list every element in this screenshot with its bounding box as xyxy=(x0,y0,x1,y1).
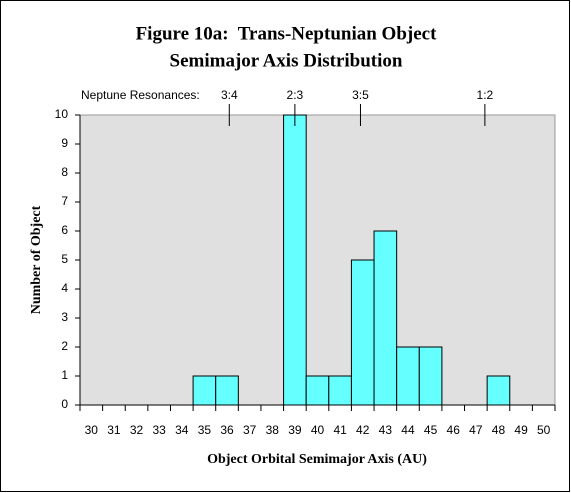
bar xyxy=(192,375,217,406)
y-tick-label: 4 xyxy=(61,281,68,295)
bar xyxy=(373,230,398,406)
resonance-label: 1:2 xyxy=(477,88,494,102)
resonance-label: 3:5 xyxy=(352,88,369,102)
x-tick-label: 42 xyxy=(356,423,370,437)
x-tick-label: 33 xyxy=(152,423,166,437)
bar xyxy=(283,114,307,406)
y-tick-label: 2 xyxy=(61,339,68,353)
x-tick-label: 46 xyxy=(447,423,461,437)
bar xyxy=(328,375,352,406)
x-tick-label: 30 xyxy=(85,423,99,437)
y-tick-label: 5 xyxy=(61,252,68,266)
x-tick-label: 32 xyxy=(130,423,144,437)
x-tick-label: 48 xyxy=(492,423,506,437)
y-tick-label: 8 xyxy=(61,165,68,179)
bar xyxy=(350,259,375,406)
x-tick-label: 36 xyxy=(220,423,234,437)
x-tick-label: 44 xyxy=(401,423,415,437)
x-tick-label: 41 xyxy=(333,423,347,437)
bar xyxy=(305,375,330,406)
y-tick-label: 6 xyxy=(61,223,68,237)
x-tick-label: 50 xyxy=(537,423,551,437)
chart-title: Semimajor Axis Distribution xyxy=(170,50,403,71)
x-tick-label: 35 xyxy=(198,423,212,437)
x-tick-label: 47 xyxy=(469,423,483,437)
resonance-label: 3:4 xyxy=(221,88,238,102)
bar xyxy=(418,346,443,406)
y-tick-label: 0 xyxy=(61,397,68,411)
y-tick-label: 3 xyxy=(61,310,68,324)
bar xyxy=(396,346,420,406)
resonance-title: Neptune Resonances: xyxy=(81,88,200,102)
x-tick-label: 43 xyxy=(379,423,393,437)
bar xyxy=(486,375,511,406)
x-tick-label: 38 xyxy=(266,423,280,437)
y-tick-label: 7 xyxy=(61,194,68,208)
x-tick-label: 40 xyxy=(311,423,325,437)
x-tick-label: 45 xyxy=(424,423,438,437)
x-tick-label: 39 xyxy=(288,423,302,437)
resonance-label: 2:3 xyxy=(287,88,304,102)
chart-title: Figure 10a: Trans-Neptunian Object xyxy=(136,23,438,44)
y-tick-label: 9 xyxy=(61,136,68,150)
y-tick-label: 10 xyxy=(55,107,69,121)
plot-area xyxy=(79,114,556,406)
x-tick-label: 31 xyxy=(107,423,121,437)
x-tick-label: 49 xyxy=(514,423,528,437)
x-tick-label: 34 xyxy=(175,423,189,437)
y-axis-label: Number of Object xyxy=(29,205,44,314)
y-tick-label: 1 xyxy=(61,368,68,382)
bar xyxy=(215,375,239,406)
x-axis-label: Object Orbital Semimajor Axis (AU) xyxy=(207,452,427,467)
x-tick-label: 37 xyxy=(243,423,257,437)
